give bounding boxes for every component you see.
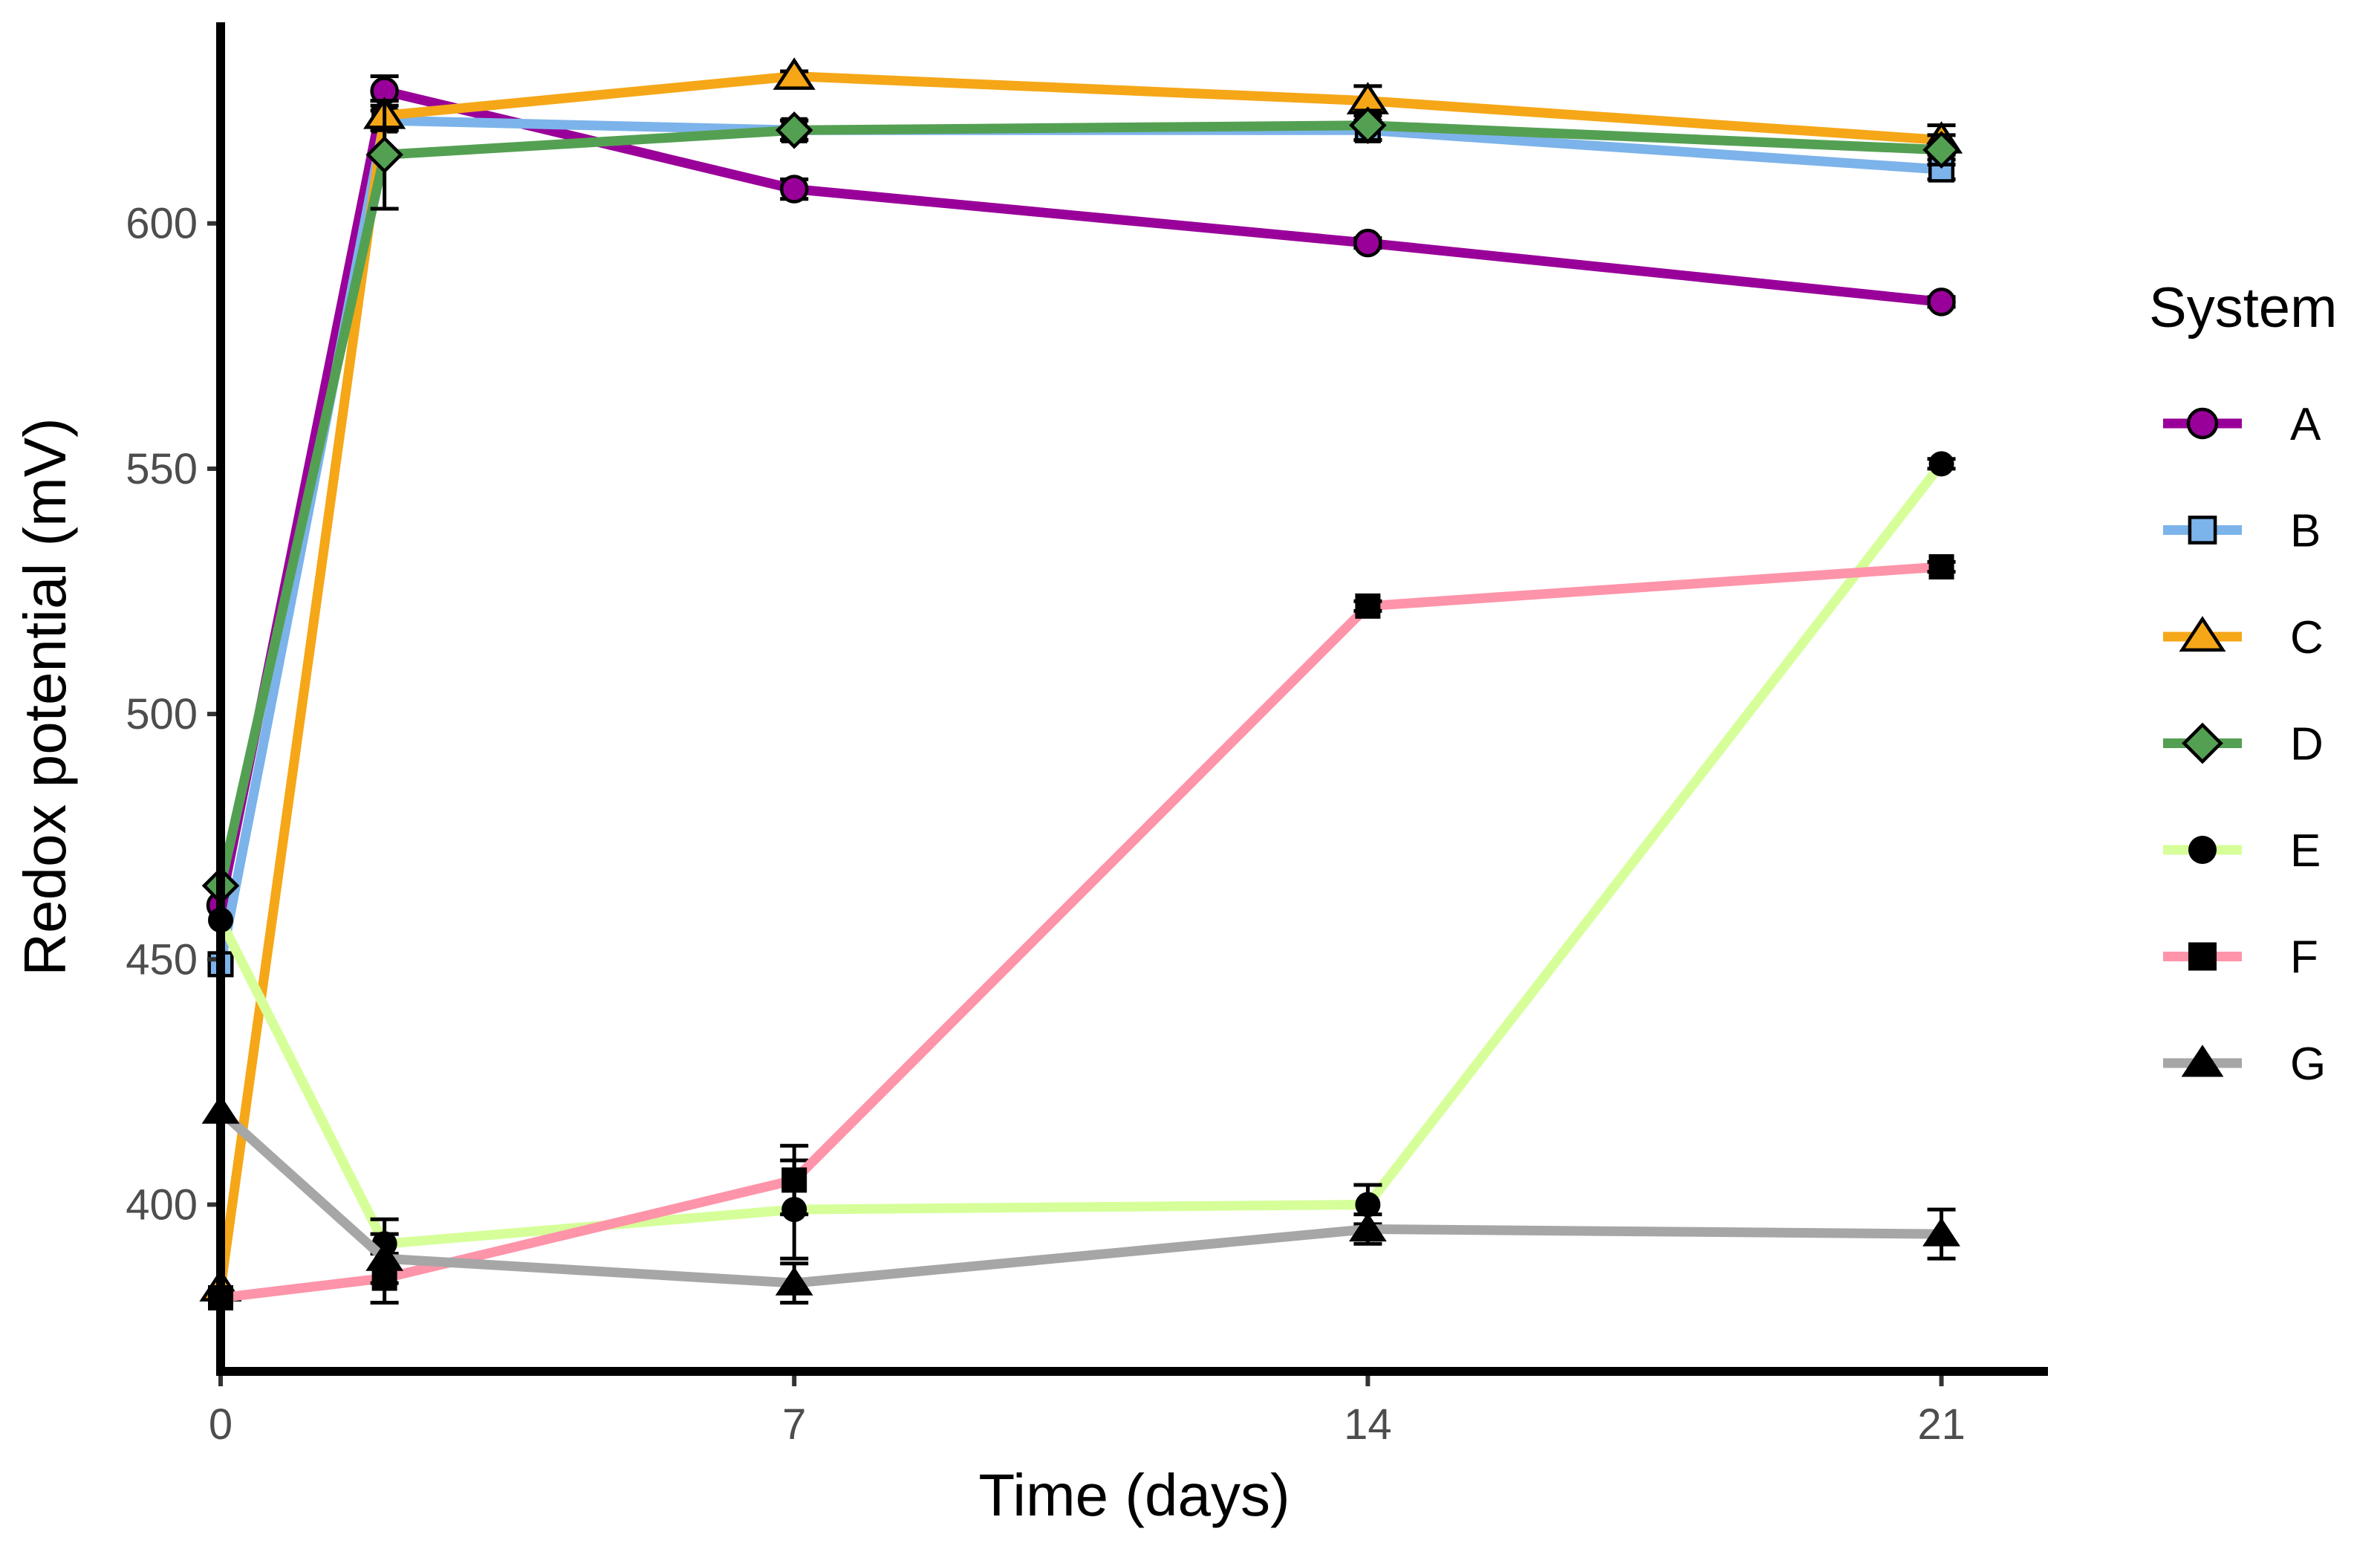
legend-label-e: E <box>2290 825 2321 877</box>
legend-item-a: A <box>2163 399 2321 450</box>
legend-item-d: D <box>2163 719 2324 770</box>
series-e-point <box>1355 1192 1381 1218</box>
x-tick-label: 21 <box>1917 1400 1966 1449</box>
series-d <box>201 99 1960 905</box>
series-g-point <box>365 1242 404 1271</box>
legend-label-c: C <box>2290 612 2324 663</box>
legend-label-d: D <box>2290 719 2324 770</box>
series-a-point <box>1927 288 1956 316</box>
x-tick-label: 7 <box>782 1400 806 1449</box>
series-a-point <box>779 175 809 204</box>
series-d-point <box>775 111 813 149</box>
legend-label-f: F <box>2290 932 2318 984</box>
y-tick-label: 550 <box>126 445 198 493</box>
series-g-point <box>1922 1217 1961 1247</box>
series-g <box>201 1094 1961 1305</box>
series-d-point <box>1349 106 1387 144</box>
y-axis-title: Redox potential (mV) <box>12 418 78 975</box>
legend-marker-a <box>2186 407 2219 440</box>
series-f-point <box>1355 593 1381 619</box>
series-a <box>206 74 1956 920</box>
series-a-point <box>1353 228 1382 258</box>
ticks-layer: 400 450 500 550 600 0 7 14 21 <box>126 200 1966 1449</box>
y-tick-label: 400 <box>126 1180 198 1229</box>
series-g-point <box>775 1267 813 1296</box>
legend-marker-d <box>2182 722 2223 764</box>
series-g-point <box>1348 1212 1387 1242</box>
y-tick-label: 500 <box>126 690 198 738</box>
legend-marker-b <box>2188 516 2217 545</box>
legend-item-b: B <box>2163 506 2321 557</box>
legend-marker-c <box>2179 616 2226 652</box>
x-tick-label: 14 <box>1344 1400 1392 1449</box>
series-b-line <box>215 115 1942 966</box>
series-f-point <box>781 1167 807 1193</box>
series-c <box>199 57 1963 1302</box>
series-b <box>207 107 1956 978</box>
x-tick-label: 0 <box>209 1400 233 1449</box>
y-tick-label: 600 <box>126 200 198 248</box>
legend: System A B C D E F G <box>2149 276 2337 1090</box>
legend-marker-e <box>2188 836 2217 864</box>
y-tick-label: 450 <box>126 935 198 984</box>
legend-label-a: A <box>2290 399 2321 450</box>
legend-item-g: G <box>2163 1039 2326 1090</box>
axes-layer <box>216 22 2048 1376</box>
legend-title: System <box>2149 276 2337 340</box>
series-e <box>208 451 1956 1270</box>
series-e-point <box>1928 451 1954 477</box>
series-layer <box>199 57 1963 1310</box>
legend-marker-f <box>2188 942 2217 971</box>
legend-label-b: B <box>2290 506 2321 557</box>
legend-marker-g <box>2181 1045 2224 1077</box>
series-d-point <box>1922 131 1960 169</box>
series-d-line <box>215 120 1942 887</box>
series-d-point <box>365 136 403 174</box>
legend-label-g: G <box>2290 1039 2326 1090</box>
legend-item-f: F <box>2163 932 2318 984</box>
series-a-line <box>215 86 1942 906</box>
legend-item-c: C <box>2163 612 2324 663</box>
series-c-line <box>215 71 1942 1289</box>
legend-item-e: E <box>2163 825 2321 877</box>
series-f <box>208 554 1956 1310</box>
series-c-point <box>773 57 816 90</box>
series-f-point <box>1928 554 1954 580</box>
series-f-line <box>220 562 1942 1303</box>
x-axis-title: Time (days) <box>978 1462 1290 1528</box>
